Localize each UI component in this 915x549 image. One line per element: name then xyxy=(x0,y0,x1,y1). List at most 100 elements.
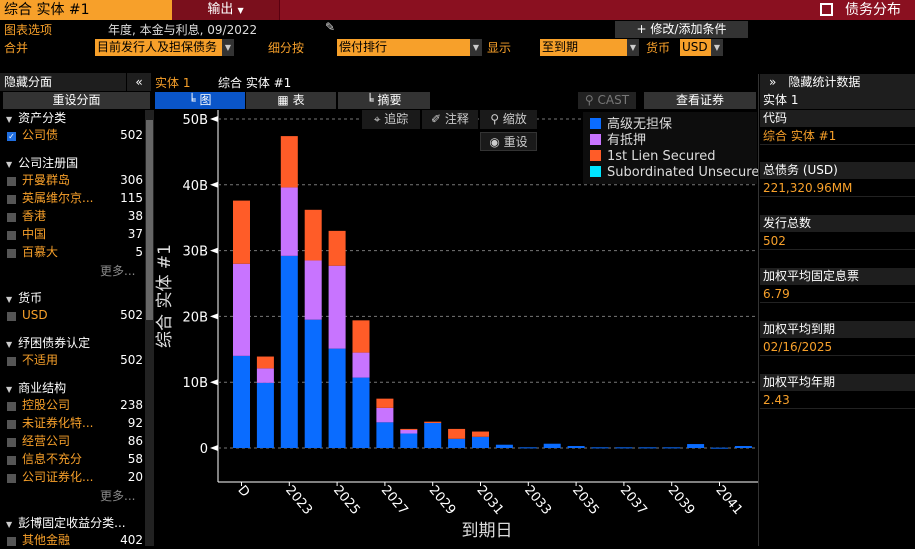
facet-group-header[interactable]: ▼ 纾困债券认定 xyxy=(6,335,90,352)
collapse-icon[interactable]: « xyxy=(127,73,151,91)
scrollbar-thumb[interactable] xyxy=(146,120,153,320)
bar-segment[interactable] xyxy=(328,348,346,448)
legend-item[interactable]: Subordinated Unsecured xyxy=(590,165,768,181)
bar-segment[interactable] xyxy=(400,429,418,434)
bar-segment[interactable] xyxy=(472,431,489,437)
zoom-tool-button[interactable]: ⚲ 缩放 xyxy=(480,110,537,129)
bar-segment[interactable] xyxy=(352,352,370,378)
facet-item[interactable]: 信息不充分 58 xyxy=(3,451,145,468)
bar-segment[interactable] xyxy=(352,377,370,448)
bar-segment[interactable] xyxy=(591,447,609,449)
bar-segment[interactable] xyxy=(304,209,322,261)
bar-segment[interactable] xyxy=(328,230,346,266)
export-button[interactable]: 输出 ▼ xyxy=(172,0,280,20)
checkbox[interactable] xyxy=(7,456,16,465)
track-tool-button[interactable]: ⌖ 追踪 xyxy=(362,110,420,129)
checkbox[interactable] xyxy=(7,249,16,258)
bar-segment[interactable] xyxy=(567,446,585,448)
facet-item[interactable]: 其他金融 402 xyxy=(3,532,145,549)
cast-button[interactable]: ⚲ CAST xyxy=(578,92,636,109)
checkbox[interactable] xyxy=(7,357,16,366)
bar-segment[interactable] xyxy=(639,447,657,449)
bar-segment[interactable] xyxy=(256,382,274,448)
facet-group-header[interactable]: ▼ 资产分类 xyxy=(6,110,66,127)
more-link[interactable]: 更多... xyxy=(100,489,136,503)
view-securities-button[interactable]: 查看证券 xyxy=(644,92,756,109)
bar-segment[interactable] xyxy=(233,355,250,448)
facet-item[interactable]: 未证券化特... 92 xyxy=(3,415,145,432)
bar-segment[interactable] xyxy=(711,447,728,449)
bar-segment[interactable] xyxy=(400,428,418,430)
bar-segment[interactable] xyxy=(495,444,513,448)
checkbox[interactable] xyxy=(7,177,16,186)
bar-segment[interactable] xyxy=(256,356,274,369)
tab-chart[interactable]: ╘ 图 xyxy=(155,92,245,109)
chevron-down-icon[interactable]: ▼ xyxy=(470,39,482,56)
bar-segment[interactable] xyxy=(472,436,489,448)
bar-segment[interactable] xyxy=(615,447,633,449)
facet-item[interactable]: 百慕大 5 xyxy=(3,244,145,261)
facet-group-header[interactable]: ▼ 公司注册国 xyxy=(6,155,78,172)
modify-conditions-button[interactable]: + 修改/添加条件 xyxy=(615,21,748,38)
entity-tab[interactable]: 实体 1 xyxy=(155,76,191,90)
checkbox[interactable]: ✓ xyxy=(7,132,16,141)
facet-item[interactable]: 经营公司 86 xyxy=(3,433,145,450)
bar-segment[interactable] xyxy=(256,368,274,383)
checkbox[interactable] xyxy=(7,438,16,447)
checkbox[interactable] xyxy=(7,420,16,429)
bar-segment[interactable] xyxy=(376,422,394,448)
bar-segment[interactable] xyxy=(280,136,298,188)
merge-dropdown[interactable]: 目前发行人及担保债务 xyxy=(95,39,222,56)
bar-segment[interactable] xyxy=(280,187,298,256)
bar-segment[interactable] xyxy=(233,200,250,264)
chevron-down-icon[interactable]: ▼ xyxy=(627,39,639,56)
bar-segment[interactable] xyxy=(376,407,394,423)
hide-stats-button[interactable]: » 隐藏统计数据 xyxy=(760,74,915,92)
hide-facets-button[interactable]: 隐藏分面 xyxy=(0,73,126,91)
bar-segment[interactable] xyxy=(280,255,298,448)
bar-segment[interactable] xyxy=(376,398,394,408)
checkbox[interactable] xyxy=(7,402,16,411)
bar-segment[interactable] xyxy=(304,319,322,448)
legend-item[interactable]: 有抵押 xyxy=(590,133,646,149)
more-link[interactable]: 更多... xyxy=(100,264,136,278)
bar-segment[interactable] xyxy=(304,260,322,320)
checkbox[interactable] xyxy=(7,231,16,240)
bar-segment[interactable] xyxy=(687,444,705,448)
bar-segment[interactable] xyxy=(448,428,466,439)
facet-group-header[interactable]: ▼ 商业结构 xyxy=(6,380,66,397)
facet-item[interactable]: 中国 37 xyxy=(3,226,145,243)
reset-facets-button[interactable]: 重设分面 xyxy=(3,92,150,109)
tab-summary[interactable]: ╘ 摘要 xyxy=(338,92,430,109)
legend-item[interactable]: 高级无担保 xyxy=(590,117,672,133)
bar-segment[interactable] xyxy=(424,422,442,448)
display-dropdown[interactable]: 至到期 xyxy=(540,39,627,56)
bar-segment[interactable] xyxy=(448,438,466,448)
checkbox[interactable] xyxy=(7,474,16,483)
checkbox[interactable] xyxy=(7,195,16,204)
bar-segment[interactable] xyxy=(352,320,370,353)
legend-item[interactable]: 1st Lien Secured xyxy=(590,149,715,165)
facet-item[interactable]: ✓ 公司债 502 xyxy=(3,127,145,144)
checkbox[interactable] xyxy=(7,213,16,222)
tab-table[interactable]: ▦ 表 xyxy=(246,92,336,109)
facet-item[interactable]: 香港 38 xyxy=(3,208,145,225)
bar-segment[interactable] xyxy=(663,447,681,449)
chevron-down-icon[interactable]: ▼ xyxy=(222,39,234,56)
pencil-icon[interactable]: ✎ xyxy=(325,20,336,34)
facet-item[interactable]: 公司证券化... 20 xyxy=(3,469,145,486)
chart-options-label[interactable]: 图表选项 xyxy=(4,23,53,37)
checkbox[interactable] xyxy=(7,312,16,321)
facet-item[interactable]: 开曼群岛 306 xyxy=(3,172,145,189)
bar-segment[interactable] xyxy=(734,446,752,448)
bar-segment[interactable] xyxy=(328,265,346,349)
facet-group-header[interactable]: ▼ 彭博固定收益分类... xyxy=(6,515,126,532)
security-title[interactable]: 综合 实体 #1 xyxy=(0,0,172,20)
bar-segment[interactable] xyxy=(543,443,561,448)
chevron-down-icon[interactable]: ▼ xyxy=(711,39,723,56)
bar-segment[interactable] xyxy=(424,421,442,423)
facet-item[interactable]: 不适用 502 xyxy=(3,352,145,369)
annotate-tool-button[interactable]: ✐ 注释 xyxy=(422,110,478,129)
bar-segment[interactable] xyxy=(233,263,250,356)
checkbox[interactable] xyxy=(7,537,16,546)
